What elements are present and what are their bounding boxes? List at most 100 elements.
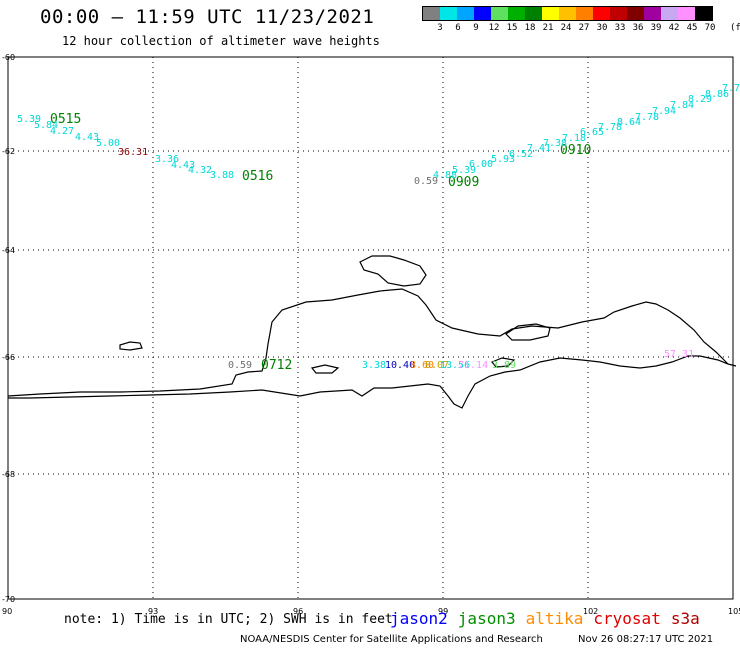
wave-height-label: 3.89 — [492, 360, 516, 371]
wave-height-label: 7.78 — [635, 112, 659, 123]
lat-tick-label: -66 — [2, 353, 15, 362]
legend-swatch — [474, 7, 491, 20]
wave-height-label: 5.84 — [34, 120, 58, 131]
legend-label: 24 — [560, 23, 572, 33]
lon-tick-label: 99 — [438, 607, 448, 616]
wave-height-label: 0.59 — [228, 360, 252, 371]
antarctic-coastline — [7, 255, 737, 409]
legend-swatch-bar — [422, 6, 713, 21]
lon-tick-label: 90 — [2, 607, 12, 616]
wave-height-label: 0.59 — [414, 176, 438, 187]
wave-height-label: 5.39 — [17, 114, 41, 125]
wave-height-label: 4.27 — [50, 126, 74, 137]
wave-height-label: 7.78 — [598, 122, 622, 133]
wave-height-label: 6.00 — [469, 159, 493, 170]
legend-swatch — [627, 7, 644, 20]
legend-label: 27 — [578, 23, 590, 33]
legend-label: 33 — [614, 23, 626, 33]
generated-timestamp: Nov 26 08:27:17 UTC 2021 — [578, 634, 714, 645]
wave-height-label: 7.78 — [722, 83, 740, 94]
wave-height-label: 3.38 — [362, 360, 386, 371]
ice-island-small — [491, 357, 516, 368]
legend-swatch — [423, 7, 440, 20]
legend-swatch — [457, 7, 474, 20]
legend-label: 12 — [488, 23, 500, 33]
wave-height-label: 7.38 — [543, 138, 567, 149]
wave-height-label: 4.43 — [75, 132, 99, 143]
legend-label: 45 — [686, 23, 698, 33]
mission-legend: jason2 jason3 altika cryosat s3a — [390, 609, 710, 628]
wave-height-label: 8.64 — [617, 117, 641, 128]
legend-swatch — [610, 7, 627, 20]
wave-height-label: 7.94 — [652, 106, 676, 117]
wave-height-label: 7.84 — [670, 100, 694, 111]
wave-height-label: 71.14 — [458, 360, 488, 371]
lat-tick-label: -64 — [2, 246, 15, 255]
track-time-label: 0909 — [448, 175, 479, 190]
legend-label: 9 — [473, 23, 479, 33]
legend-swatch — [661, 7, 678, 20]
wave-height-label: 36.31 — [118, 147, 148, 158]
legend-swatch — [678, 7, 695, 20]
legend-swatch — [576, 7, 593, 20]
legend-label: 42 — [668, 23, 680, 33]
wave-height-label: 7.41 — [527, 143, 551, 154]
lon-tick-label: 93 — [148, 607, 158, 616]
legend-label: 36 — [632, 23, 644, 33]
coastline-main — [7, 288, 737, 409]
track-time-label: 0712 — [261, 358, 292, 373]
wave-height-label: 57.31 — [664, 349, 694, 360]
wave-height-label: 4.32 — [188, 165, 212, 176]
mission-name: jason3 — [457, 609, 516, 628]
map-subtitle: 12 hour collection of altimeter wave hei… — [62, 34, 380, 48]
wave-height-label: 6.65 — [580, 127, 604, 138]
wave-height-label: 4.88 — [433, 170, 457, 181]
wave-height-label: 13.56 — [440, 360, 470, 371]
map-grid: 90 93 96 99 102 105 -60 -62 -64 -66 -68 -70 — [2, 53, 740, 616]
wave-height-label: 8.86 — [705, 89, 729, 100]
legend-swatch — [508, 7, 525, 20]
lat-tick-label: -70 — [2, 595, 15, 604]
wave-height-label: 8.07 — [425, 360, 449, 371]
wave-height-label: 3.88 — [210, 170, 234, 181]
legend-swatch — [695, 7, 712, 20]
footnote: note: 1) Time is in UTC; 2) SWH is in fe… — [64, 612, 393, 627]
lon-tick-label: 102 — [583, 607, 598, 616]
lon-tick-label: 105 — [728, 607, 740, 616]
lon-tick-label: 96 — [293, 607, 303, 616]
legend-label: 3 — [437, 23, 443, 33]
legend-label: 6 — [455, 23, 461, 33]
legend-swatch — [559, 7, 576, 20]
legend-swatch — [593, 7, 610, 20]
wave-height-label: 6.52 — [509, 149, 533, 160]
lat-tick-label: -62 — [2, 147, 15, 156]
wave-height-label: 5.93 — [491, 154, 515, 165]
legend-label: 15 — [506, 23, 518, 33]
wave-height-label: 8.29 — [688, 94, 712, 105]
legend-swatch — [525, 7, 542, 20]
track-time-label: 0910 — [560, 143, 591, 158]
mission-name: cryosat — [593, 609, 661, 628]
legend-swatch — [491, 7, 508, 20]
wave-height-label: 5.00 — [96, 138, 120, 149]
track-time-label: 0515 — [50, 112, 81, 127]
ice-island-left — [119, 341, 143, 351]
lat-tick-label: -60 — [2, 53, 15, 62]
map-title: 00:00 – 11:59 UTC 11/23/2021 — [40, 6, 375, 28]
wave-height-label: 7.18 — [562, 133, 586, 144]
legend-label: 39 — [650, 23, 662, 33]
legend-label: 21 — [542, 23, 554, 33]
legend-unit: (ft) — [730, 23, 740, 33]
legend-label: 30 — [596, 23, 608, 33]
wave-height-label: 5.39 — [452, 165, 476, 176]
ice-island-upper — [359, 255, 427, 287]
mission-name: s3a — [670, 609, 700, 628]
mission-name: jason2 — [390, 609, 448, 628]
ice-island-mid — [310, 364, 340, 374]
legend-label: 70 — [704, 23, 716, 33]
wave-height-label: 4.43 — [171, 160, 195, 171]
